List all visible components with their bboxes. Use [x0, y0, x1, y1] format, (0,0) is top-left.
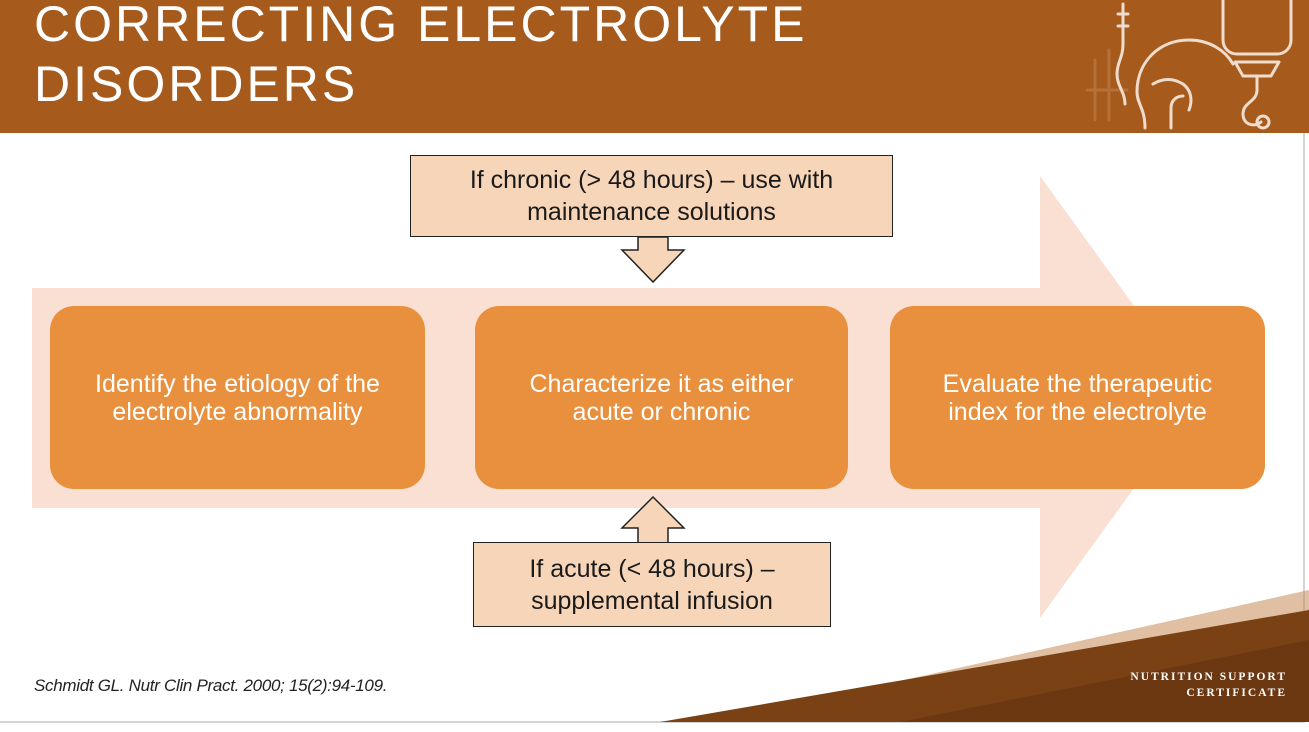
step-1-line-1: Identify the etiology of the	[95, 369, 380, 398]
brand-line-2: CERTIFICATE	[1186, 687, 1287, 699]
step-3-line-1: Evaluate the therapeutic	[942, 369, 1213, 398]
acute-line-2: supplemental infusion	[531, 586, 773, 615]
acute-line-1: If acute (< 48 hours) –	[529, 554, 775, 583]
step-2-line-1: Characterize it as either	[529, 369, 794, 398]
header-bar: CORRECTING ELECTROLYTE DISORDERS	[0, 0, 1309, 133]
brand-mark: NUTRITION SUPPORT CERTIFICATE	[1130, 669, 1287, 701]
step-1-line-2: electrolyte abnormality	[112, 397, 363, 426]
acute-callout: If acute (< 48 hours) – supplemental inf…	[473, 542, 831, 627]
chronic-line-2: maintenance solutions	[527, 198, 776, 226]
step-characterize: Characterize it as either acute or chron…	[475, 306, 848, 489]
citation: Schmidt GL. Nutr Clin Pract. 2000; 15(2)…	[34, 676, 388, 695]
step-2-line-2: acute or chronic	[572, 397, 751, 426]
step-evaluate-index: Evaluate the therapeutic index for the e…	[890, 306, 1265, 489]
slide-title: CORRECTING ELECTROLYTE DISORDERS	[34, 0, 808, 112]
chronic-line-1: If chronic (> 48 hours) – use with	[469, 166, 834, 194]
iv-drip-feeding-tube-icon	[1085, 0, 1293, 130]
step-identify-etiology: Identify the etiology of the electrolyte…	[50, 306, 425, 489]
step-3-line-2: index for the electrolyte	[948, 397, 1207, 426]
brand-line-1: NUTRITION SUPPORT	[1130, 671, 1287, 683]
chronic-callout: If chronic (> 48 hours) – use with maint…	[410, 155, 893, 237]
slide-frame	[0, 133, 1305, 723]
